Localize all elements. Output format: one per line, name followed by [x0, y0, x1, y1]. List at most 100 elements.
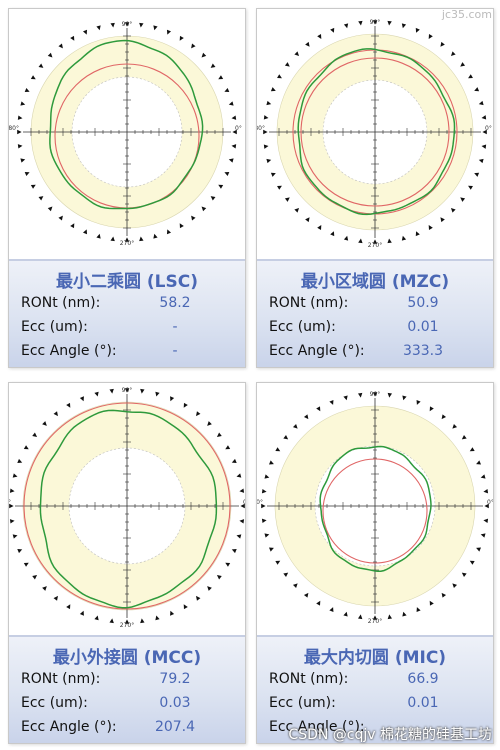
axis-label-top: 90°	[370, 391, 381, 398]
value-ecc-angle: 207.4	[154, 719, 196, 735]
roundness-plot-mzc: 90° 270° 180° 0°	[257, 9, 493, 254]
polar-plot-mcc: 90° 270° 180° 0°	[9, 387, 245, 628]
roundness-plot-lsc: 90° 270° 180° 0°	[9, 9, 245, 254]
angle-marker-icon	[372, 392, 378, 397]
angle-marker-icon	[124, 237, 130, 242]
value-ront: 66.9	[407, 671, 439, 687]
angle-marker-icon	[316, 600, 321, 606]
row-ecc-angle: Ecc Angle (°):	[269, 719, 453, 741]
angle-marker-icon	[268, 460, 274, 465]
angle-marker-icon	[96, 233, 101, 239]
angle-marker-icon	[196, 595, 201, 601]
angle-marker-icon	[139, 236, 144, 242]
angle-marker-icon	[17, 458, 23, 463]
angle-marker-icon	[303, 592, 309, 598]
label-ecc-angle: Ecc Angle (°):	[21, 719, 117, 735]
angle-marker-icon	[218, 75, 224, 80]
angle-marker-icon	[53, 595, 58, 601]
panel-lsc: 90° 270° 180° 0° 最小二乘圆 (LSC) RONt (nm): 58.…	[8, 8, 246, 368]
value-ecc: 0.01	[407, 319, 439, 335]
angle-marker-icon	[440, 41, 445, 47]
angle-marker-icon	[170, 396, 175, 402]
angle-marker-icon	[441, 414, 447, 420]
angle-marker-icon	[261, 518, 267, 524]
row-ecc: Ecc (um): 0.01	[269, 695, 453, 717]
angle-marker-icon	[261, 488, 267, 494]
angle-marker-icon	[225, 562, 231, 567]
angle-marker-icon	[329, 607, 334, 613]
angle-marker-icon	[428, 34, 433, 39]
angle-marker-icon	[478, 158, 484, 164]
angle-marker-icon	[441, 592, 447, 598]
angle-marker-icon	[277, 74, 282, 79]
angle-marker-icon	[387, 392, 393, 398]
angle-marker-icon	[343, 395, 348, 401]
angle-marker-icon	[415, 231, 420, 237]
angle-marker-icon	[42, 586, 47, 591]
angle-marker-icon	[20, 158, 26, 163]
axis-label-top: 90°	[122, 387, 133, 394]
angle-marker-icon	[275, 560, 281, 565]
angle-marker-icon	[480, 533, 486, 538]
angle-marker-icon	[207, 586, 212, 591]
polar-plot-mic: 90° 270° 180° 0°	[257, 391, 493, 625]
angle-marker-icon	[166, 29, 172, 35]
label-ront: RONt (nm):	[21, 295, 101, 311]
label-ecc: Ecc (um):	[21, 695, 88, 711]
angle-marker-icon	[461, 572, 467, 578]
angle-marker-icon	[201, 206, 207, 212]
reference-circle	[322, 458, 428, 564]
angle-marker-icon	[469, 447, 475, 452]
angle-marker-icon	[228, 101, 234, 106]
angle-marker-icon	[387, 614, 393, 620]
panel-mzc: 90° 270° 180° 0° 最小区域圆 (MZC) RONt (nm): 50.…	[256, 8, 494, 368]
row-ront: RONt (nm): 66.9	[269, 671, 453, 693]
angle-marker-icon	[110, 22, 115, 28]
angle-marker-icon	[292, 423, 298, 429]
angle-marker-icon	[317, 225, 322, 230]
axis-label-left: 180°	[257, 499, 263, 506]
axis-label-right: 0°	[487, 499, 493, 506]
row-ront: RONt (nm): 58.2	[21, 295, 205, 317]
angle-marker-icon	[305, 217, 310, 223]
angle-marker-icon	[343, 235, 349, 241]
angle-marker-icon	[82, 29, 88, 35]
angle-marker-icon	[30, 75, 36, 80]
angle-marker-icon	[357, 392, 363, 398]
angle-marker-icon	[468, 74, 473, 79]
angle-marker-icon	[196, 411, 201, 417]
angle-marker-icon	[284, 197, 290, 202]
value-ecc: 0.03	[159, 695, 191, 711]
axis-label-bottom: 270°	[120, 240, 134, 247]
angle-marker-icon	[474, 87, 480, 92]
angle-marker-icon	[70, 223, 75, 229]
angle-marker-icon	[277, 185, 282, 190]
angle-marker-icon	[155, 391, 160, 397]
angle-marker-icon	[17, 115, 23, 120]
value-ront: 50.9	[407, 295, 439, 311]
angle-marker-icon	[468, 185, 473, 190]
angle-marker-icon	[387, 20, 392, 26]
angle-marker-icon	[261, 503, 266, 509]
measured-profile	[297, 48, 456, 216]
angle-marker-icon	[275, 447, 281, 452]
angle-marker-icon	[263, 129, 268, 135]
result-card-mcc: 最小外接圆 (MCC) RONt (nm): 79.2 Ecc (um): 0.…	[9, 635, 245, 743]
reference-circle	[23, 402, 231, 610]
angle-marker-icon	[358, 238, 363, 244]
angle-marker-icon	[460, 197, 466, 202]
angle-marker-icon	[474, 172, 480, 177]
angle-marker-icon	[228, 158, 234, 163]
angle-marker-icon	[481, 115, 487, 120]
angle-marker-icon	[79, 396, 84, 402]
watermark-bottom: CSDN @cqjv 棉花糖的硅基工坊	[288, 727, 492, 743]
angle-marker-icon	[24, 87, 30, 93]
angle-marker-icon	[402, 611, 407, 617]
row-ecc-angle: Ecc Angle (°): 333.3	[269, 343, 453, 365]
angle-marker-icon	[372, 239, 378, 244]
angle-marker-icon	[82, 229, 88, 235]
angle-marker-icon	[17, 144, 23, 149]
axis-label-right: 0°	[235, 125, 242, 132]
label-ront: RONt (nm):	[269, 295, 349, 311]
angle-marker-icon	[343, 23, 349, 29]
